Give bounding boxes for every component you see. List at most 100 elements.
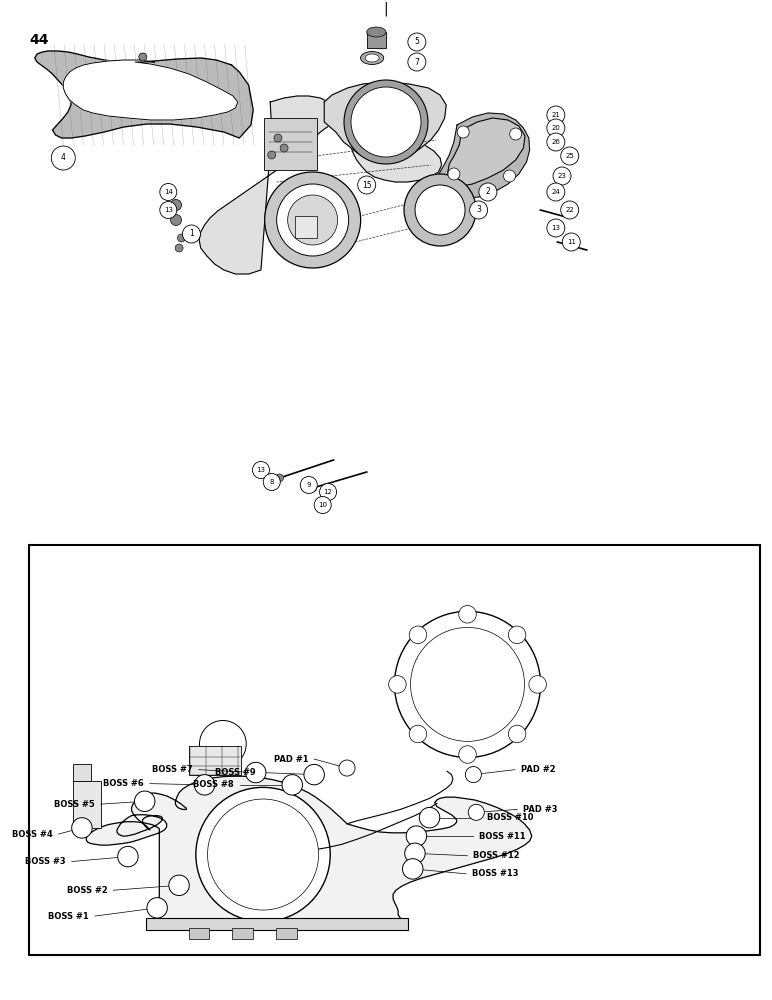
Circle shape (300, 477, 317, 493)
Circle shape (547, 106, 565, 124)
Circle shape (562, 233, 581, 251)
Polygon shape (35, 51, 253, 138)
Circle shape (147, 898, 168, 918)
Text: 5: 5 (415, 37, 419, 46)
Circle shape (276, 184, 349, 256)
Text: 11: 11 (567, 239, 576, 245)
Text: 24: 24 (551, 189, 560, 195)
Circle shape (402, 859, 423, 879)
Circle shape (529, 676, 547, 693)
Circle shape (553, 167, 571, 185)
Text: 1: 1 (189, 230, 194, 238)
Text: PAD #1: PAD #1 (274, 755, 308, 764)
Circle shape (357, 176, 376, 194)
Circle shape (171, 214, 181, 225)
Circle shape (547, 183, 565, 201)
Polygon shape (199, 96, 442, 274)
Text: 26: 26 (551, 139, 560, 145)
Circle shape (320, 484, 337, 500)
Text: 44: 44 (29, 33, 49, 47)
Text: 10: 10 (318, 502, 327, 508)
Text: BOSS #10: BOSS #10 (486, 813, 533, 822)
Text: PAD #2: PAD #2 (521, 765, 556, 774)
Circle shape (459, 746, 476, 763)
Circle shape (263, 474, 280, 490)
Bar (276, 928, 296, 939)
Text: 14: 14 (164, 189, 173, 195)
Text: BOSS #8: BOSS #8 (193, 780, 234, 789)
Text: BOSS #1: BOSS #1 (49, 912, 90, 921)
Text: 22: 22 (565, 207, 574, 213)
Circle shape (265, 172, 361, 268)
Circle shape (208, 799, 319, 910)
Text: 7: 7 (415, 58, 419, 67)
Circle shape (409, 626, 427, 644)
Circle shape (169, 875, 189, 896)
Text: BOSS #5: BOSS #5 (54, 800, 95, 809)
Circle shape (419, 807, 440, 828)
Circle shape (469, 201, 488, 219)
Circle shape (282, 775, 303, 795)
Text: 4: 4 (61, 153, 66, 162)
Circle shape (274, 134, 282, 142)
Text: BOSS #6: BOSS #6 (103, 779, 144, 788)
Bar (232, 928, 252, 939)
Bar (188, 746, 241, 775)
Circle shape (134, 791, 155, 811)
Text: BOSS #13: BOSS #13 (472, 869, 519, 878)
Circle shape (560, 147, 579, 165)
Circle shape (394, 611, 540, 757)
Text: 2: 2 (486, 188, 490, 196)
Circle shape (160, 184, 177, 200)
Text: 13: 13 (551, 225, 560, 231)
Text: 13: 13 (164, 207, 173, 213)
Text: 8: 8 (269, 479, 274, 485)
Circle shape (276, 474, 283, 482)
Circle shape (51, 146, 76, 170)
Text: BOSS #12: BOSS #12 (473, 851, 520, 860)
Bar (188, 928, 209, 939)
Text: 9: 9 (306, 482, 311, 488)
Circle shape (503, 170, 516, 182)
Circle shape (508, 725, 526, 743)
Text: BOSS #4: BOSS #4 (12, 830, 52, 839)
Bar (295, 216, 317, 238)
Text: BOSS #11: BOSS #11 (479, 832, 526, 841)
Polygon shape (86, 776, 532, 924)
Circle shape (288, 195, 337, 245)
Circle shape (351, 87, 421, 157)
Circle shape (160, 202, 177, 219)
Circle shape (171, 200, 181, 211)
Circle shape (459, 606, 476, 623)
Circle shape (195, 775, 215, 795)
Circle shape (547, 133, 565, 151)
Circle shape (415, 185, 465, 235)
Text: 23: 23 (557, 173, 567, 179)
Circle shape (404, 174, 476, 246)
Circle shape (510, 128, 522, 140)
Circle shape (268, 151, 276, 159)
Polygon shape (436, 113, 530, 198)
Circle shape (339, 760, 355, 776)
Text: 13: 13 (256, 467, 266, 473)
Circle shape (72, 818, 92, 838)
Circle shape (560, 201, 579, 219)
Text: BOSS #2: BOSS #2 (66, 886, 107, 895)
Circle shape (182, 225, 201, 243)
Circle shape (479, 183, 497, 201)
Ellipse shape (365, 54, 379, 62)
Text: 20: 20 (551, 125, 560, 131)
Ellipse shape (361, 51, 384, 64)
Circle shape (199, 720, 246, 767)
Bar (146, 918, 408, 930)
Circle shape (448, 168, 460, 180)
Text: 25: 25 (565, 153, 574, 159)
Circle shape (547, 219, 565, 237)
Circle shape (508, 626, 526, 644)
Circle shape (411, 627, 524, 741)
Circle shape (457, 126, 469, 138)
Bar (73, 781, 101, 828)
Bar (73, 764, 91, 781)
Text: BOSS #7: BOSS #7 (152, 765, 193, 774)
Circle shape (409, 725, 427, 743)
